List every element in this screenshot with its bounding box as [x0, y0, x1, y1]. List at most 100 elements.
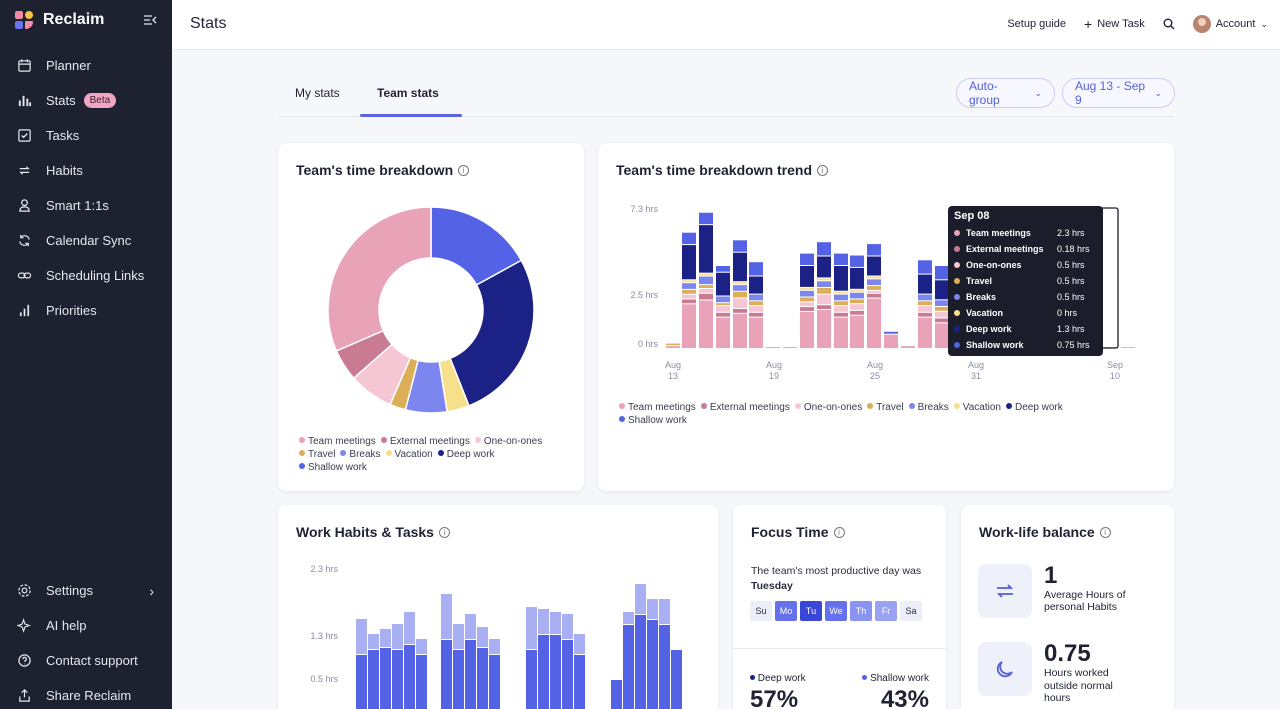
trend-bar-segment[interactable] — [682, 289, 696, 294]
task-bar[interactable] — [635, 584, 646, 614]
trend-bar-segment[interactable] — [800, 307, 814, 311]
weekday-chip[interactable]: Su — [750, 601, 772, 621]
trend-bar-segment[interactable] — [800, 290, 814, 297]
task-bar[interactable] — [416, 639, 427, 654]
task-bar[interactable] — [538, 609, 549, 634]
trend-bar-segment[interactable] — [699, 285, 713, 288]
trend-bar-segment[interactable] — [716, 312, 730, 317]
trend-bar-segment[interactable] — [682, 232, 696, 245]
trend-bar-segment[interactable] — [867, 298, 881, 348]
trend-bar-segment[interactable] — [834, 253, 848, 265]
trend-bar-segment[interactable] — [817, 242, 831, 256]
trend-bar-segment[interactable] — [850, 310, 864, 315]
info-icon[interactable]: i — [817, 164, 829, 176]
task-bar[interactable] — [623, 612, 634, 624]
trend-bar-segment[interactable] — [682, 299, 696, 304]
legend-item[interactable]: Team meetings — [619, 401, 696, 414]
collapse-sidebar-icon[interactable] — [143, 14, 157, 26]
trend-bar-segment[interactable] — [834, 266, 848, 291]
weekday-chip[interactable]: Tu — [800, 601, 822, 621]
trend-bar-segment[interactable] — [699, 300, 713, 349]
habit-bar[interactable] — [538, 635, 549, 709]
trend-bar-segment[interactable] — [699, 276, 713, 285]
trend-bar-segment[interactable] — [749, 262, 763, 276]
trend-bar-segment[interactable] — [867, 286, 881, 290]
habits-bar-chart[interactable]: 2.3 hrs 1.3 hrs 0.5 hrs — [278, 560, 718, 709]
legend-item[interactable]: Vacation — [385, 448, 433, 461]
info-icon[interactable]: i — [458, 164, 470, 176]
trend-bar-segment[interactable] — [817, 288, 831, 294]
trend-bar-segment[interactable] — [817, 305, 831, 309]
habit-bar[interactable] — [550, 635, 561, 709]
account-menu[interactable]: Account ⌄ — [1192, 15, 1268, 33]
sidebar-item-smart-1-1s[interactable]: Smart 1:1s — [0, 188, 172, 223]
trend-bar-segment[interactable] — [850, 289, 864, 292]
task-bar[interactable] — [477, 627, 488, 647]
trend-bar-segment[interactable] — [901, 346, 915, 348]
weekday-chip[interactable]: Fr — [875, 601, 897, 621]
sidebar-item-calendar-sync[interactable]: Calendar Sync — [0, 223, 172, 258]
tab-team-stats[interactable]: Team stats — [377, 86, 439, 100]
trend-bar-segment[interactable] — [918, 317, 932, 348]
donut-slice[interactable] — [449, 259, 535, 407]
legend-item[interactable]: External meetings — [700, 401, 790, 414]
trend-bar-segment[interactable] — [682, 280, 696, 283]
donut-chart[interactable] — [326, 205, 536, 415]
task-bar[interactable] — [392, 624, 403, 649]
search-icon[interactable] — [1163, 18, 1175, 30]
trend-bar-segment[interactable] — [800, 253, 814, 265]
trend-bar-segment[interactable] — [716, 272, 730, 296]
trend-bar-segment[interactable] — [716, 296, 730, 303]
habit-bar[interactable] — [356, 655, 367, 709]
trend-bar-segment[interactable] — [733, 291, 747, 298]
trend-bar-segment[interactable] — [834, 301, 848, 306]
brand[interactable]: Reclaim — [15, 11, 104, 29]
trend-bar-segment[interactable] — [682, 304, 696, 348]
habit-bar[interactable] — [416, 655, 427, 709]
habit-bar[interactable] — [465, 640, 476, 709]
new-task-button[interactable]: + New Task — [1084, 16, 1145, 32]
trend-bar-segment[interactable] — [850, 292, 864, 299]
trend-bar-segment[interactable] — [682, 294, 696, 299]
task-bar[interactable] — [574, 634, 585, 654]
trend-bar-segment[interactable] — [699, 293, 713, 300]
trend-bar-segment[interactable] — [884, 331, 898, 334]
trend-bar-segment[interactable] — [800, 302, 814, 307]
trend-bar-segment[interactable] — [716, 266, 730, 272]
trend-bar-segment[interactable] — [850, 267, 864, 289]
sidebar-item-share-reclaim[interactable]: Share Reclaim — [0, 678, 172, 709]
trend-bar-segment[interactable] — [733, 240, 747, 252]
trend-bar-segment[interactable] — [935, 311, 949, 318]
sidebar-item-stats[interactable]: Stats Beta — [0, 83, 172, 118]
trend-bar-segment[interactable] — [800, 311, 814, 348]
trend-bar-segment[interactable] — [699, 212, 713, 225]
legend-item[interactable]: Vacation — [953, 401, 1001, 414]
habit-bar[interactable] — [392, 650, 403, 709]
sidebar-item-ai-help[interactable]: AI help — [0, 608, 172, 643]
task-bar[interactable] — [356, 619, 367, 654]
trend-bar-segment[interactable] — [935, 300, 949, 306]
habit-bar[interactable] — [671, 650, 682, 709]
trend-bar-segment[interactable] — [867, 276, 881, 279]
trend-bar-segment[interactable] — [699, 273, 713, 276]
trend-bar-segment[interactable] — [733, 298, 747, 309]
trend-bar-segment[interactable] — [749, 294, 763, 301]
legend-item[interactable]: Travel — [299, 448, 335, 461]
legend-item[interactable]: Breaks — [340, 448, 381, 461]
habit-bar[interactable] — [635, 615, 646, 709]
trend-bar-segment[interactable] — [749, 317, 763, 348]
trend-bar-segment[interactable] — [699, 225, 713, 273]
trend-bar-segment[interactable] — [733, 309, 747, 313]
trend-bar-segment[interactable] — [850, 255, 864, 267]
trend-bar-segment[interactable] — [834, 312, 848, 317]
trend-bar-segment[interactable] — [918, 306, 932, 312]
trend-bar-segment[interactable] — [749, 301, 763, 306]
task-bar[interactable] — [453, 624, 464, 649]
habit-bar[interactable] — [453, 650, 464, 709]
trend-bar-segment[interactable] — [800, 297, 814, 302]
trend-bar-segment[interactable] — [733, 282, 747, 285]
trend-bar-segment[interactable] — [817, 281, 831, 287]
trend-bar-segment[interactable] — [850, 304, 864, 310]
habit-bar[interactable] — [489, 655, 500, 709]
